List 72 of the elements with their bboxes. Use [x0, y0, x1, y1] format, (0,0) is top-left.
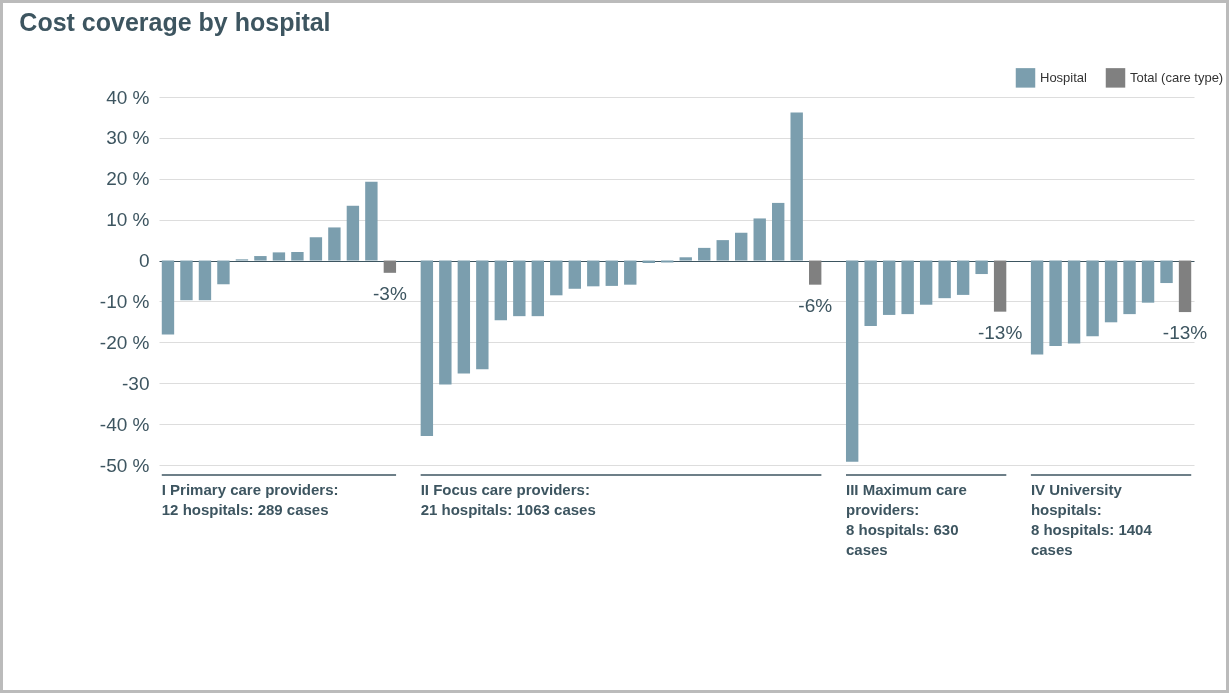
bar — [679, 257, 692, 261]
y-tick-label: 10 % — [106, 209, 150, 231]
bar — [1160, 260, 1173, 284]
bar — [864, 260, 877, 326]
bar — [975, 260, 988, 275]
data-label: -6% — [798, 294, 833, 316]
bar — [1178, 260, 1192, 313]
bar — [420, 260, 434, 436]
y-tick-label: 40 % — [106, 86, 150, 108]
bar — [161, 260, 175, 335]
bar — [901, 260, 914, 315]
y-tick-label: -10 % — [99, 290, 150, 312]
bar — [938, 260, 951, 299]
bar — [383, 260, 397, 273]
text: IV University hospitals: 8 hospitals: 1404 cases — [1030, 481, 1153, 558]
bar — [716, 240, 729, 261]
y-tick-label: 20 % — [106, 168, 150, 190]
bar — [198, 260, 212, 301]
bar — [661, 260, 674, 263]
data-label: -3% — [372, 282, 407, 304]
bar — [919, 260, 933, 305]
bar — [605, 260, 618, 286]
bar — [365, 181, 378, 261]
bar — [1141, 260, 1155, 303]
text: III Maximum care providers: 8 hospitals: 630 cases — [845, 481, 967, 558]
y-tick-label: -40 % — [99, 413, 150, 435]
text: II Focus care providers: 21 hospitals: 1063 cases — [420, 481, 596, 518]
bar — [1123, 260, 1136, 315]
bar — [346, 205, 360, 261]
bar — [254, 256, 267, 261]
legend-label: Total (care type) — [1130, 69, 1224, 85]
bar — [494, 260, 508, 321]
bar — [772, 202, 785, 261]
bar — [1104, 260, 1118, 323]
y-tick-label: 0 — [138, 250, 150, 272]
bar — [568, 260, 581, 289]
y-tick-label: 30 % — [106, 127, 150, 149]
bar — [735, 232, 748, 261]
bar — [439, 260, 452, 385]
y-tick-label: -30 — [122, 372, 150, 394]
bar — [809, 260, 822, 285]
bar — [993, 260, 1007, 312]
bar — [1067, 260, 1081, 344]
bar — [956, 260, 970, 295]
data-label: -13% — [977, 321, 1023, 343]
text: I Primary care providers: 12 hospitals: 289 cases — [161, 481, 339, 518]
bar — [309, 237, 323, 261]
bar — [272, 252, 286, 261]
bar — [698, 247, 711, 261]
bar — [513, 260, 526, 317]
bar — [550, 260, 563, 296]
bar — [1049, 260, 1062, 347]
bar — [328, 227, 341, 261]
y-tick-label: -20 % — [99, 331, 150, 353]
bar — [1086, 260, 1099, 337]
bar — [587, 260, 600, 287]
bar — [753, 218, 766, 261]
y-tick-label: -50 % — [99, 454, 150, 476]
bar — [180, 260, 193, 301]
bar — [531, 260, 544, 317]
bar — [291, 251, 304, 261]
chart-title: Cost coverage by hospital — [19, 8, 331, 36]
bar — [624, 260, 637, 285]
bar — [217, 260, 230, 285]
legend-label: Hospital — [1040, 69, 1088, 85]
data-label: -13% — [1162, 322, 1208, 344]
bar — [882, 260, 896, 315]
bar — [1030, 260, 1044, 355]
bar — [845, 260, 859, 462]
bar — [790, 112, 803, 261]
bar — [476, 260, 489, 370]
bar — [457, 260, 471, 374]
